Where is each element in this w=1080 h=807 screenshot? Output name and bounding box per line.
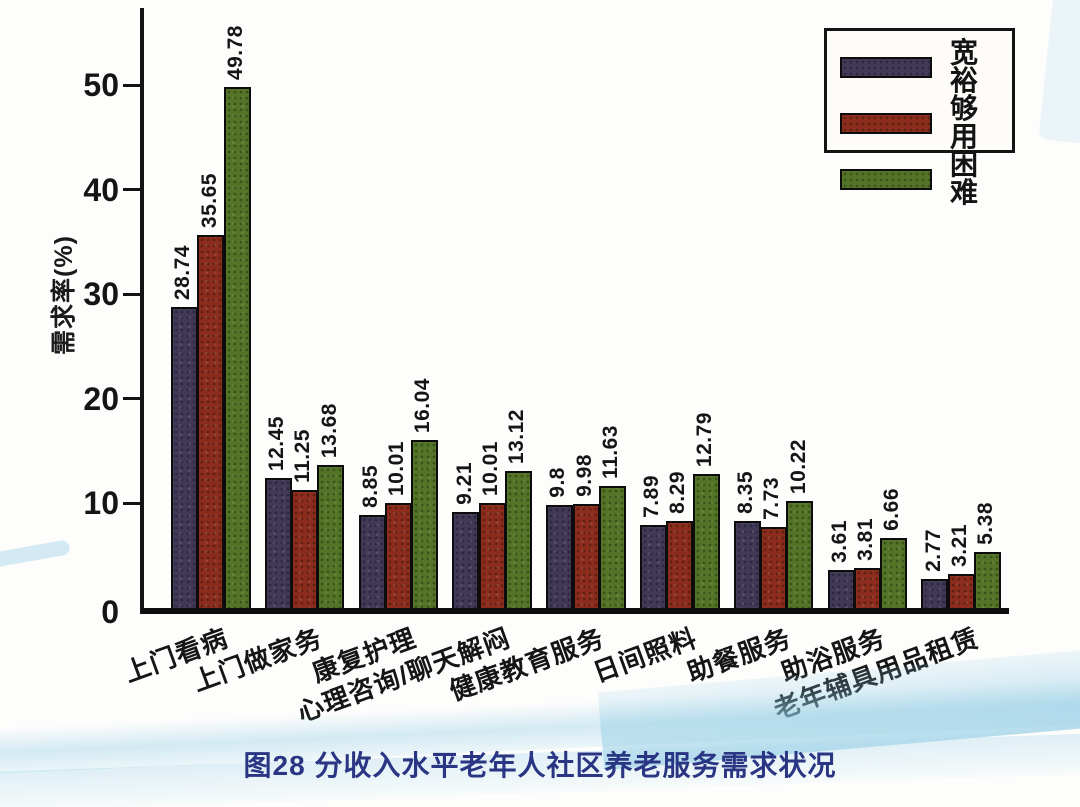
bar-2-cat4 [598,486,626,608]
y-tick-label: 30 [83,276,119,313]
y-tick [123,83,140,87]
bar-value-label: 8.35 [733,471,757,514]
bar-0-cat1 [264,478,292,608]
bar-1-cat3 [478,503,506,608]
bar-value-label: 7.89 [640,475,664,518]
bar-1-cat1 [291,490,319,608]
legend-swatch-icon [840,168,932,190]
bar-value-label: 28.74 [171,244,195,300]
bar-2-cat3 [505,471,532,608]
y-tick-label: 0 [101,594,119,630]
bar-value-label: 8.29 [666,471,690,514]
blue-scan-streak [0,539,71,568]
bar-value-label: 5.38 [974,502,998,545]
bar-value-label: 49.78 [223,24,247,80]
legend-swatch-icon [840,112,932,134]
bar-value-label: 11.63 [598,425,622,479]
bar-2-cat8 [974,552,1001,608]
figure-caption: 图28 分收入水平老年人社区养老服务需求状况 [243,750,837,781]
bar-value-label: 35.65 [197,172,221,228]
y-tick [123,292,140,296]
legend-label: 够用 [950,93,981,152]
bar-value-label: 9.8 [546,467,570,498]
bar-0-cat0 [171,307,198,608]
bar-value-label: 2.77 [921,529,945,572]
y-tick-label: 50 [83,67,119,103]
bar-value-label: 3.21 [947,524,971,567]
bar-2-cat5 [692,474,720,608]
plot-area: 28.74 35.65 49.78 12.45 11.25 13.68 8.85 10.01 1… [140,8,1009,614]
bar-1-cat7 [853,568,881,608]
legend-row: 宽裕 [840,39,1000,95]
blue-scan-streak [1038,0,1080,145]
bar-value-label: 7.73 [760,477,784,520]
bar-0-cat5 [640,525,667,608]
bar-1-cat8 [947,574,975,608]
bar-0-cat6 [733,521,761,608]
bar-1-cat4 [572,504,600,608]
y-tick [123,397,140,401]
legend-row: 够用 [840,95,1000,151]
bar-value-label: 3.81 [854,518,877,561]
bar-0-cat3 [452,512,480,608]
bar-value-label: 3.61 [827,520,851,563]
bar-value-label: 10.01 [385,440,409,496]
bar-value-label: 16.04 [411,377,435,433]
y-tick-label: 40 [83,171,119,208]
y-tick [123,501,140,505]
bar-value-label: 9.98 [572,454,596,497]
bar-value-label: 11.25 [291,429,315,483]
legend-swatch-icon [840,56,932,78]
bar-0-cat2 [358,515,386,608]
bar-value-label: 6.66 [880,488,904,531]
y-tick-label: 10 [83,485,119,522]
bar-value-label: 10.01 [478,440,502,496]
bar-2-cat1 [317,465,345,608]
bar-value-label: 12.45 [264,415,288,471]
bar-2-cat7 [880,538,908,608]
bar-1-cat0 [197,235,225,608]
bar-1-cat6 [760,527,788,608]
bar-0-cat4 [546,505,574,608]
legend-row: 困难 [840,151,1000,207]
legend-label: 困难 [950,149,981,208]
bar-value-label: 10.22 [786,438,810,494]
bar-0-cat7 [827,570,855,608]
y-tick [123,188,140,192]
legend: 宽裕 够用 困难 [824,28,1015,207]
bar-value-label: 13.12 [505,408,529,464]
bar-value-label: 13.68 [317,402,341,458]
bar-1-cat5 [666,521,694,608]
bar-2-cat2 [411,440,439,608]
bar-0-cat8 [921,579,949,608]
bar-1-cat2 [384,503,412,608]
bar-2-cat0 [223,87,251,608]
bar-2-cat6 [786,501,814,608]
legend-label: 宽裕 [950,37,981,96]
bar-value-label: 8.85 [358,465,382,508]
y-tick-label: 20 [83,380,119,417]
bar-value-label: 12.79 [692,411,716,467]
bar-value-label: 9.21 [452,462,476,505]
